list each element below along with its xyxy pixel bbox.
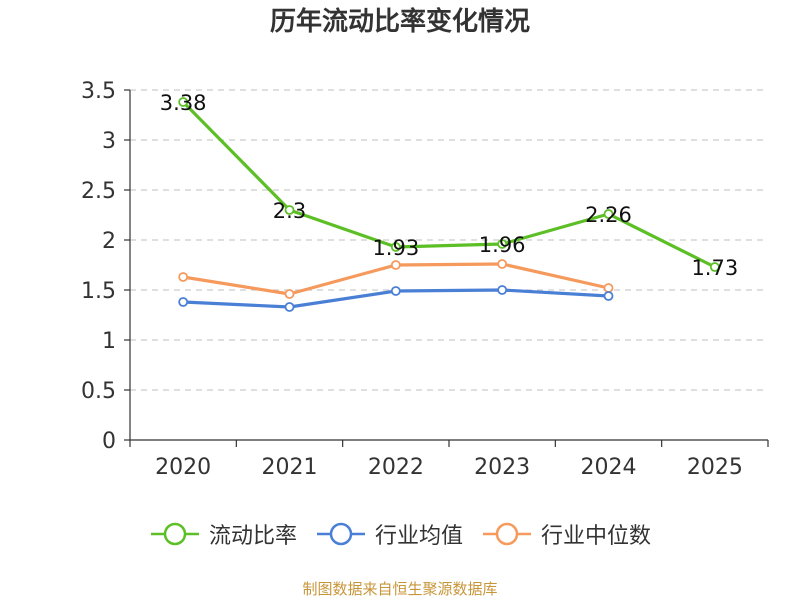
y-tick-label: 0.5	[81, 379, 116, 404]
y-tick-label: 2	[102, 229, 116, 254]
legend: 流动比率 行业均值 行业中位数	[0, 518, 800, 550]
y-tick-label: 2.5	[81, 179, 116, 204]
y-tick-label: 3.5	[81, 79, 116, 104]
chart-title: 历年流动比率变化情况	[269, 7, 530, 37]
data-point[interactable]	[603, 291, 614, 301]
y-tick-label: 1.5	[81, 279, 116, 304]
data-point[interactable]	[284, 289, 295, 299]
data-point[interactable]	[603, 209, 614, 219]
data-point[interactable]	[178, 297, 189, 307]
y-tick-label: 3	[102, 129, 116, 154]
legend-label: 流动比率	[208, 524, 297, 549]
data-point[interactable]	[284, 205, 295, 215]
series-line-0	[182, 100, 716, 269]
data-point[interactable]	[390, 242, 401, 252]
data-point[interactable]	[390, 260, 401, 270]
data-label: 2.3	[273, 199, 306, 223]
legend-item[interactable]: 行业均值	[315, 518, 463, 550]
x-tick-label: 2022	[368, 455, 424, 480]
data-point[interactable]	[390, 286, 401, 296]
legend-label: 行业中位数	[541, 524, 652, 549]
data-label: 1.93	[372, 236, 419, 260]
data-point[interactable]	[178, 272, 189, 282]
x-tick-label: 2023	[474, 455, 530, 480]
data-point[interactable]	[603, 283, 614, 293]
legend-item[interactable]: 流动比率	[149, 518, 297, 550]
x-tick-label: 2020	[155, 455, 211, 480]
legend-line-circle-icon	[483, 522, 531, 546]
data-point[interactable]	[284, 302, 295, 312]
y-tick-label: 0	[102, 429, 116, 454]
data-point[interactable]	[497, 239, 508, 249]
legend-label: 行业均值	[374, 524, 463, 549]
data-point[interactable]	[709, 262, 720, 272]
data-point[interactable]	[497, 285, 508, 295]
data-point[interactable]	[497, 259, 508, 269]
x-tick-label: 2024	[581, 455, 637, 480]
data-label: 1.73	[691, 256, 738, 280]
legend-item[interactable]: 行业中位数	[481, 518, 651, 550]
source-note: 制图数据来自恒生聚源数据库	[302, 580, 498, 598]
data-point[interactable]	[178, 97, 189, 107]
y-tick-label: 1	[102, 329, 116, 354]
data-label: 2.26	[585, 203, 632, 227]
data-label: 1.96	[479, 233, 526, 257]
x-tick-label: 2025	[687, 455, 743, 480]
legend-line-circle-icon	[316, 522, 365, 546]
data-label: 3.38	[160, 91, 207, 115]
x-tick-label: 2021	[262, 455, 318, 480]
legend-line-circle-icon	[150, 522, 199, 546]
